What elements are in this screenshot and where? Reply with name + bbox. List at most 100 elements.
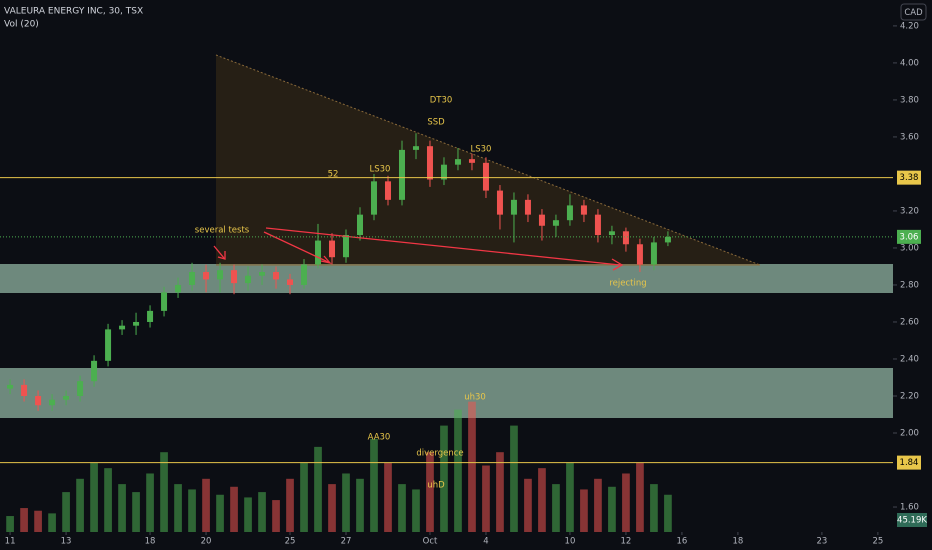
x-tick-label: Oct [423, 537, 438, 547]
candle-body [566, 205, 573, 221]
volume-bar [76, 478, 84, 532]
volume-bar [454, 409, 462, 532]
candle-body [119, 325, 126, 330]
y-tick-label: 2.80 [900, 280, 919, 290]
volume-bar [34, 510, 42, 532]
volume-bar [328, 484, 336, 532]
volume-bar [342, 473, 350, 532]
candle-body [329, 240, 336, 258]
y-tick-label: 4.00 [900, 58, 919, 68]
candle-body [63, 395, 70, 400]
volume-bar [6, 516, 14, 532]
candle-body [398, 149, 405, 200]
candle-body [510, 199, 517, 215]
currency[interactable]: CAD [904, 8, 923, 18]
volume-label: 45.19K [897, 516, 927, 526]
volume-bar [90, 462, 98, 532]
triangle-edge [215, 54, 761, 266]
volume-bar [300, 462, 308, 532]
volume-bar [538, 468, 546, 532]
last-price-box [897, 229, 921, 244]
annotation: SSD [427, 118, 445, 128]
volume-bar [48, 513, 56, 532]
volume-bar [272, 500, 280, 532]
volume-bar [496, 452, 504, 532]
x-tick-label: 25 [872, 537, 883, 547]
volume-bar [370, 438, 378, 532]
arrow [213, 245, 225, 259]
annotation: several tests [195, 226, 250, 236]
volume-bar [594, 478, 602, 532]
candle-body [664, 236, 671, 243]
candle-body [203, 272, 210, 280]
annotation: LS30 [370, 165, 391, 175]
support-zone [0, 264, 893, 293]
annotation: uhD [427, 481, 445, 491]
support-zone [0, 368, 893, 418]
level-label-box [897, 455, 921, 470]
volume-bar [104, 468, 112, 532]
y-tick-label: 2.00 [900, 429, 919, 439]
arrow [265, 227, 621, 266]
candle-body [273, 272, 280, 280]
candle-body [49, 399, 56, 406]
candle-body [412, 146, 419, 150]
candle-body [217, 270, 224, 280]
x-tick-label: 10 [565, 537, 576, 547]
candle-body [524, 199, 531, 215]
candle-body [426, 146, 433, 180]
candle-body [77, 381, 84, 396]
currency-box[interactable] [900, 3, 927, 21]
time-axis [0, 532, 932, 550]
candle-body [91, 360, 98, 382]
candle-body [482, 162, 489, 191]
candle-body [343, 235, 350, 258]
volume-bar [356, 478, 364, 532]
volume-bar [62, 492, 70, 532]
candle-body [636, 244, 643, 265]
annotation: rejecting [609, 279, 646, 289]
candle-body [189, 272, 196, 285]
y-tick-label: 1.60 [900, 503, 919, 513]
volume-bar [384, 462, 392, 532]
candle-body [175, 284, 182, 293]
volume-bar [230, 486, 238, 532]
candle-body [384, 181, 391, 200]
volume-bar [202, 478, 210, 532]
y-tick-label: 3.00 [900, 243, 919, 253]
y-tick-label: 2.40 [900, 354, 919, 364]
candle-body [287, 279, 294, 285]
candle-body [552, 220, 559, 226]
candle-body [259, 272, 266, 276]
candle-body [315, 240, 322, 265]
candle-body [7, 384, 14, 389]
candle-body [580, 205, 587, 215]
candle-body [370, 181, 377, 215]
x-tick-label: 23 [816, 537, 827, 547]
volume-bar [412, 489, 420, 532]
candle-body [440, 164, 447, 180]
volume-bar [20, 508, 28, 532]
y-tick-label: 4.20 [900, 21, 919, 31]
candle-body [468, 159, 475, 163]
x-tick-label: 13 [61, 537, 72, 547]
candle-body [301, 264, 308, 285]
candle-body [538, 214, 545, 226]
y-tick-label: 2.20 [900, 391, 919, 401]
candle-body [356, 214, 363, 236]
volume-bar [244, 497, 252, 532]
volume-bar [552, 484, 560, 532]
y-tick-label: 2.60 [900, 317, 919, 327]
volume-bar [580, 489, 588, 532]
volume-bar [426, 452, 434, 532]
candle-body [454, 159, 461, 165]
arrows [213, 227, 624, 271]
volume-bar [566, 462, 574, 532]
candle-body [650, 242, 657, 265]
y-tick-label: 3.20 [900, 206, 919, 216]
annotation: LS30 [471, 145, 492, 155]
volume-bar [398, 484, 406, 532]
volume-bar [510, 425, 518, 532]
candle-body [133, 321, 140, 326]
